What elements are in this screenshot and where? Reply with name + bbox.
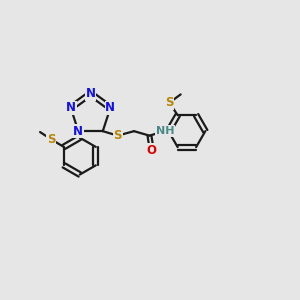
Text: N: N: [105, 101, 115, 114]
Text: NH: NH: [156, 126, 174, 136]
Text: O: O: [147, 144, 157, 157]
Text: S: S: [113, 129, 122, 142]
Text: S: S: [165, 96, 174, 109]
Text: N: N: [66, 101, 76, 114]
Text: N: N: [73, 125, 83, 138]
Text: S: S: [47, 133, 56, 146]
Text: N: N: [85, 87, 96, 100]
